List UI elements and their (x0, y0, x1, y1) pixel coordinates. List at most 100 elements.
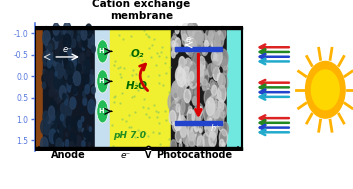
Circle shape (197, 134, 203, 145)
Circle shape (97, 40, 108, 63)
Circle shape (189, 72, 194, 81)
Circle shape (181, 98, 190, 115)
Circle shape (91, 70, 93, 74)
Circle shape (203, 65, 205, 68)
Circle shape (179, 143, 182, 148)
Circle shape (55, 62, 59, 71)
Circle shape (207, 143, 210, 149)
Circle shape (195, 88, 199, 96)
Circle shape (211, 52, 216, 62)
Circle shape (190, 84, 192, 88)
Circle shape (216, 89, 221, 100)
Circle shape (171, 49, 173, 53)
Circle shape (74, 74, 80, 87)
Circle shape (68, 76, 74, 88)
Circle shape (70, 134, 72, 139)
Circle shape (189, 70, 198, 88)
Text: e⁻: e⁻ (185, 35, 195, 44)
Circle shape (53, 23, 59, 35)
Circle shape (203, 49, 205, 54)
Circle shape (175, 38, 180, 49)
Circle shape (50, 46, 52, 50)
Circle shape (202, 79, 207, 90)
Circle shape (207, 64, 214, 77)
Circle shape (174, 116, 181, 130)
Text: h⁺: h⁺ (210, 124, 220, 133)
Circle shape (76, 136, 81, 147)
Circle shape (217, 73, 223, 85)
Circle shape (88, 142, 90, 147)
Circle shape (92, 41, 94, 45)
Circle shape (222, 56, 226, 65)
Circle shape (82, 46, 84, 50)
Circle shape (46, 39, 51, 50)
Circle shape (56, 55, 63, 70)
Circle shape (169, 111, 176, 125)
Circle shape (66, 115, 71, 125)
Circle shape (66, 61, 74, 76)
Circle shape (63, 41, 67, 49)
Circle shape (210, 36, 218, 52)
Circle shape (63, 87, 65, 90)
Circle shape (175, 26, 179, 34)
Circle shape (187, 23, 194, 36)
Circle shape (179, 118, 188, 134)
Circle shape (47, 48, 53, 61)
Circle shape (203, 133, 209, 145)
Circle shape (198, 30, 204, 41)
Circle shape (56, 134, 58, 139)
Circle shape (68, 48, 71, 56)
Circle shape (90, 97, 95, 108)
Circle shape (215, 109, 224, 126)
Circle shape (66, 95, 68, 101)
Circle shape (55, 47, 60, 56)
Circle shape (172, 81, 180, 97)
Text: H⁺: H⁺ (98, 78, 107, 84)
Circle shape (51, 32, 56, 43)
Circle shape (198, 61, 201, 68)
Circle shape (48, 62, 56, 77)
Circle shape (59, 60, 63, 69)
Circle shape (60, 50, 65, 60)
Circle shape (68, 53, 73, 62)
Circle shape (198, 64, 204, 76)
Circle shape (62, 93, 66, 100)
Circle shape (78, 36, 84, 48)
Circle shape (174, 108, 183, 126)
Circle shape (53, 110, 60, 125)
Circle shape (205, 131, 213, 147)
Circle shape (78, 30, 84, 43)
Circle shape (41, 137, 48, 152)
Circle shape (194, 28, 198, 35)
Circle shape (194, 127, 197, 134)
Circle shape (70, 97, 76, 109)
Circle shape (190, 65, 198, 83)
Circle shape (42, 74, 46, 83)
Circle shape (205, 28, 213, 44)
Circle shape (201, 61, 208, 75)
Circle shape (170, 104, 178, 122)
Circle shape (178, 99, 185, 115)
Circle shape (51, 113, 55, 121)
Circle shape (54, 82, 60, 94)
Circle shape (213, 104, 216, 109)
Circle shape (191, 86, 199, 103)
Circle shape (188, 23, 195, 36)
Circle shape (81, 28, 87, 40)
Circle shape (210, 80, 214, 88)
Circle shape (173, 107, 180, 122)
Circle shape (176, 40, 181, 49)
Circle shape (209, 132, 216, 147)
Circle shape (190, 39, 196, 52)
Circle shape (183, 67, 190, 82)
Circle shape (52, 37, 58, 49)
Circle shape (218, 85, 226, 102)
Circle shape (179, 88, 184, 98)
Circle shape (210, 123, 217, 138)
Circle shape (49, 40, 54, 52)
Circle shape (197, 136, 204, 150)
Circle shape (218, 30, 220, 35)
Circle shape (57, 128, 63, 139)
Circle shape (222, 122, 228, 136)
Circle shape (214, 54, 217, 60)
